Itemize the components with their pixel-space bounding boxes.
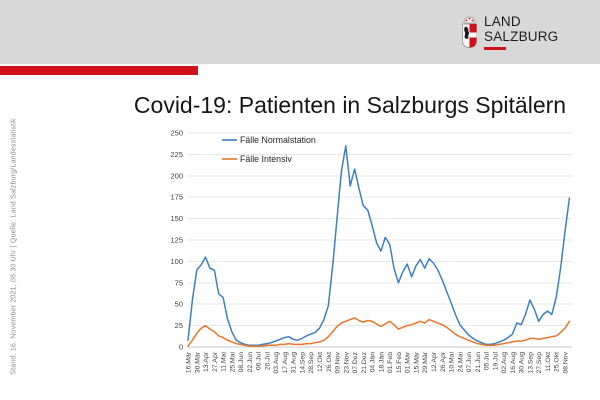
x-axis-tick-label: 14.Sep: [299, 352, 306, 374]
x-axis-tick-label: 29.Mär: [422, 351, 429, 373]
x-axis-tick-label: 26.Apr: [440, 351, 447, 372]
x-axis-tick-label: 15.Mär: [413, 351, 420, 373]
line-chart: 0 25 50 75 100 125 150 175 200 225 250 16.Mär 30.Mär…: [170, 129, 572, 374]
chart-region: 0 25 50 75 100 125 150 175 200 225 250 16.Mär 30.Mär…: [158, 124, 578, 390]
x-axis-tick-label: 02.Aug: [501, 352, 508, 374]
x-axis-tick-label: 11.Mai: [221, 352, 228, 372]
x-axis-tick-label: 27.Sep: [536, 352, 543, 374]
y-axis-tick-label: 175: [170, 193, 183, 202]
logo-underline: [484, 47, 506, 50]
series-line-normalstation: [187, 145, 571, 347]
x-axis-tick-label: 19.Jul: [492, 352, 499, 371]
x-axis-tick-label: 04.Jän: [370, 352, 377, 373]
x-axis-tick-label: 16.Mär: [186, 351, 193, 373]
x-axis-tick-label: 05.Jul: [484, 352, 491, 371]
x-axis-tick-label: 30.Mär: [194, 351, 201, 373]
x-axis-tick-label: 21.Dez: [361, 351, 368, 373]
x-axis-tick-label: 13.Apr: [203, 351, 210, 372]
x-axis-tick-label: 07.Dez: [352, 351, 359, 373]
x-axis-tick-label: 23.Nov: [343, 351, 350, 373]
logo-line2: SALZBURG: [484, 28, 559, 44]
x-axis-tick-label: 03.Aug: [273, 352, 280, 374]
x-axis-tick-label: 12.Apr: [431, 351, 438, 372]
x-axis-tick-label: 21.Jun: [475, 352, 482, 373]
y-axis-tick-label: 150: [170, 214, 183, 223]
y-axis-tick-label: 50: [175, 300, 183, 309]
x-axis-tick-label: 17.Aug: [282, 352, 289, 374]
x-axis-tick-label: 16.Aug: [510, 352, 517, 374]
legend-label: Fälle Intensiv: [240, 154, 292, 164]
logo-line1: LAND: [484, 14, 521, 29]
y-axis-tick-label: 125: [170, 236, 183, 245]
x-axis-tick-label: 10.Mai: [449, 352, 456, 373]
land-salzburg-logo: LAND SALZBURG: [461, 14, 559, 54]
x-axis-tick-label: 01.Mär: [405, 351, 412, 373]
x-axis-tick-label: 09.Nov: [335, 351, 342, 373]
source-stamp-note: Stand: 16. November 2021, 08.30 Uhr | Qu…: [10, 118, 18, 375]
y-axis-tick-label: 100: [170, 257, 183, 266]
x-axis-tick-label: 24.Mai: [457, 352, 464, 373]
series-line-intensiv: [187, 317, 571, 347]
x-axis-tick-label: 18.Jän: [378, 352, 385, 373]
x-axis-tick-label: 31.Aug: [291, 352, 298, 374]
x-axis-tick-label: 12.Okt: [317, 352, 324, 372]
x-axis-tick-label: 01.Feb: [387, 352, 394, 373]
legend-label: Fälle Normalstation: [240, 135, 316, 145]
x-axis-tick-label: 27.Apr: [212, 351, 219, 372]
salzburg-coat-of-arms-icon: [461, 15, 478, 54]
y-axis-tick-label: 75: [175, 278, 183, 287]
x-axis-tick-label: 08.Nov: [563, 351, 570, 373]
x-axis-tick-label: 11.Okt: [545, 352, 552, 372]
x-axis-tick-label: 07.Jun: [466, 352, 473, 373]
x-axis-tick-label: 08.Jun: [238, 352, 245, 373]
x-axis-tick-label: 15.Feb: [396, 352, 403, 373]
y-axis-tick-label: 25: [175, 321, 183, 330]
x-axis-tick-label: 06.Jul: [256, 352, 263, 371]
x-axis-tick-label: 20.Jul: [264, 352, 271, 371]
logo-text: LAND SALZBURG: [484, 14, 559, 50]
x-axis-tick-label: 13.Sep: [527, 352, 534, 374]
y-axis-tick-label: 200: [170, 171, 183, 180]
x-axis-tick-label: 28.Sep: [308, 352, 315, 374]
y-axis-tick-label: 250: [170, 129, 183, 138]
x-axis-tick-label: 26.Okt: [326, 352, 333, 372]
y-axis-tick-label: 0: [179, 343, 183, 352]
x-axis-tick-label: 22.Jun: [247, 352, 254, 373]
x-axis-tick-label: 30.Aug: [519, 352, 526, 374]
x-axis-tick-label: 25.Mai: [229, 352, 236, 373]
page-title: Covid-19: Patienten in Salzburgs Spitäle…: [133, 92, 567, 118]
x-axis-tick-label: 25.Okt: [554, 352, 561, 372]
y-axis-tick-label: 225: [170, 150, 183, 159]
red-accent-bar: [0, 66, 198, 75]
